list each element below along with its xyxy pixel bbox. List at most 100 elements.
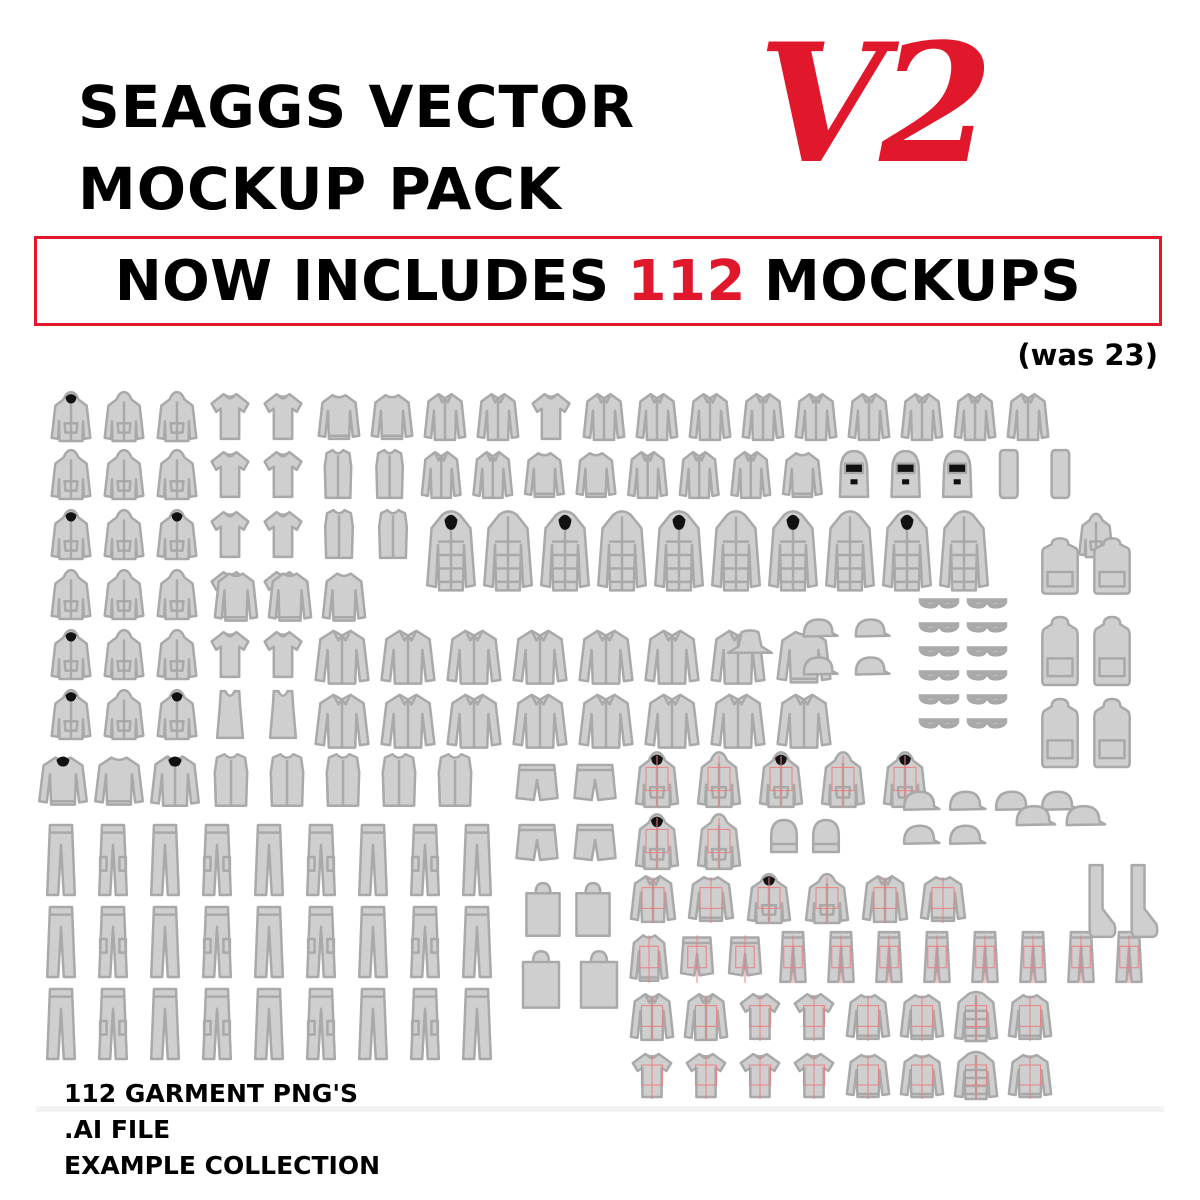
jacket-mockup [448, 631, 501, 684]
glasses-mockup [967, 673, 1007, 678]
jacket-mockup [849, 394, 889, 440]
puffer-mockup [826, 511, 874, 590]
pants-mockup [47, 825, 75, 895]
skate-mockup [1000, 450, 1018, 498]
pants-mockup [359, 907, 387, 977]
pants-mockup [1068, 932, 1093, 983]
backpack-mockup [1094, 617, 1129, 685]
sweat-mockup [783, 453, 822, 497]
feature-png: 112 GARMENT PNG'S [64, 1079, 359, 1108]
jacket-mockup [514, 695, 567, 748]
sweat-mockup [847, 1055, 889, 1099]
hoodie-mockup [105, 450, 144, 499]
jacket-mockup [473, 452, 512, 498]
previous-count: (was 23) [1017, 338, 1158, 372]
cargo-mockup [307, 989, 335, 1059]
cap-mockup [856, 619, 890, 636]
balaclava-mockup [840, 451, 868, 497]
tee-mockup [687, 1054, 725, 1099]
cargo-mockup [411, 825, 439, 895]
jacket-mockup [731, 452, 770, 498]
shorts-mockup [574, 825, 615, 860]
cap-mockup [904, 826, 939, 844]
glasses-mockup [967, 649, 1007, 654]
pants-mockup [972, 932, 997, 983]
jacket-mockup [151, 756, 199, 805]
puffer-mockup [427, 511, 475, 590]
cargo-mockup [307, 907, 335, 977]
version-label: V2 [758, 7, 993, 200]
cargo-mockup [307, 825, 335, 895]
puffer-mockup [598, 511, 646, 590]
vest-mockup [215, 754, 247, 806]
vest-mockup [383, 754, 415, 806]
shorts-mockup [681, 935, 713, 983]
shorts-mockup [516, 765, 557, 800]
jacket-mockup [448, 695, 501, 748]
beanie-mockup [771, 820, 797, 852]
hoodie-mockup [52, 392, 91, 441]
tote-mockup [526, 883, 559, 936]
jacket-mockup [690, 394, 730, 440]
tee-mockup [265, 452, 302, 497]
jacket-mockup [680, 452, 719, 498]
glasses-mockup [919, 649, 959, 654]
sock-mockup [1090, 865, 1116, 937]
mockup-count-banner: NOW INCLUDES 112 MOCKUPS [34, 236, 1162, 326]
puffer-mockup [655, 511, 703, 590]
shorts-mockup [729, 935, 761, 983]
pants-mockup [359, 989, 387, 1059]
sweat-mockup [323, 574, 365, 621]
cap-mockup [1067, 806, 1105, 825]
cargo-mockup [99, 825, 127, 895]
sweat-mockup [921, 877, 965, 923]
pants-mockup [780, 932, 805, 983]
sweat-mockup [847, 995, 889, 1041]
hoodie-mockup [698, 814, 740, 869]
feature-example-collection: EXAMPLE COLLECTION [64, 1151, 381, 1180]
tote-mockup [523, 951, 559, 1007]
sweat-mockup [39, 756, 87, 804]
cargo-mockup [411, 907, 439, 977]
jacket-mockup [955, 394, 995, 440]
jacket-mockup [743, 394, 783, 440]
sweat-mockup [1009, 1055, 1051, 1099]
shorts-mockup [574, 765, 615, 800]
puffer-mockup [484, 511, 532, 590]
cap-mockup [1017, 806, 1055, 825]
backpack-mockup [1094, 699, 1129, 767]
tank-mockup [217, 691, 243, 738]
pants-mockup [151, 989, 179, 1059]
jacket-mockup [712, 695, 765, 748]
sweat-mockup [319, 395, 359, 439]
vest-mockup [325, 510, 353, 558]
vest-mockup [376, 450, 402, 498]
glasses-mockup [967, 601, 1007, 606]
balaclava-mockup [943, 451, 971, 497]
tee-mockup [212, 512, 249, 557]
cargo-mockup [203, 989, 231, 1059]
jacket-mockup [778, 695, 831, 748]
banner-prefix: NOW INCLUDES [114, 248, 610, 314]
jacket-mockup [646, 695, 699, 748]
tee-mockup [633, 1054, 671, 1099]
sweat-mockup [901, 995, 943, 1041]
cap-mockup [950, 826, 985, 844]
glasses-mockup [967, 721, 1007, 726]
pants-mockup [255, 989, 283, 1059]
cargo-mockup [203, 907, 231, 977]
feature-list: 112 GARMENT PNG'S .AI FILE EXAMPLE COLLE… [64, 1076, 380, 1184]
hoodie-mockup [158, 690, 197, 739]
jacket-mockup [316, 631, 369, 684]
vest-mockup [439, 754, 471, 806]
feature-ai-file: .AI FILE [64, 1115, 171, 1144]
pants-mockup [255, 907, 283, 977]
jacket-mockup [631, 876, 675, 923]
backpack-mockup [1042, 538, 1077, 593]
sweat-mockup [631, 935, 668, 983]
cap-mockup [804, 619, 838, 636]
tee-mockup [795, 994, 833, 1041]
jacket-mockup [316, 695, 369, 748]
hoodie-mockup [760, 752, 802, 807]
beanie-mockup [813, 820, 839, 852]
